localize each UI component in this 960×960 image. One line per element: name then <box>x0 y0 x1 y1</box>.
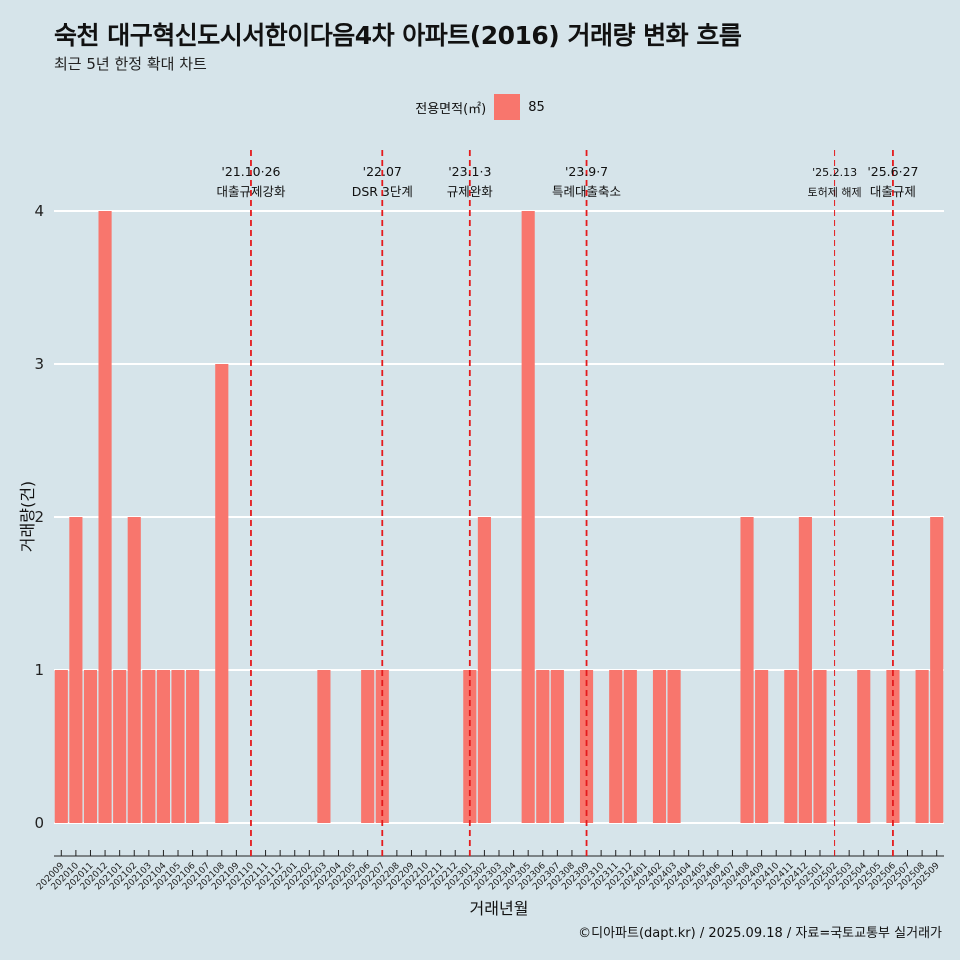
bar <box>156 670 170 823</box>
legend-swatch <box>494 94 521 120</box>
bar <box>361 670 375 823</box>
bar <box>579 670 594 823</box>
bar <box>740 517 754 823</box>
y-tick-label: 3 <box>34 355 44 373</box>
event-text-label: 대출규제강화 <box>216 184 286 199</box>
legend-item-label: 85 <box>528 99 545 115</box>
y-tick-label: 4 <box>34 202 44 220</box>
event-date-label: '22.07 <box>363 164 402 179</box>
bar <box>113 670 127 823</box>
event-date-label: '25.6·27 <box>867 164 918 179</box>
bar <box>857 670 871 823</box>
bar <box>142 670 156 823</box>
bar <box>609 670 623 823</box>
legend-title: 전용면적(㎡) <box>415 101 487 117</box>
bar <box>755 670 769 823</box>
bar <box>477 517 491 823</box>
bar <box>98 211 112 823</box>
y-tick-label: 2 <box>34 508 44 526</box>
bar <box>915 670 929 823</box>
bar <box>54 670 68 823</box>
bar <box>521 211 535 823</box>
event-text-label: DSR 3단계 <box>352 184 413 199</box>
event-date-label: '21.10·26 <box>221 164 280 179</box>
event-text-label: 특례대출축소 <box>552 184 621 199</box>
bar <box>886 670 900 823</box>
event-date-label: '23.1·3 <box>448 164 491 179</box>
bar <box>536 670 550 823</box>
bar <box>550 670 564 823</box>
event-text-label: 규제완화 <box>447 184 494 199</box>
bar <box>317 670 331 823</box>
bar <box>813 670 827 823</box>
bar <box>127 517 141 823</box>
bar <box>375 670 389 823</box>
event-date-label: '23.9·7 <box>565 164 608 179</box>
bar <box>623 670 637 823</box>
bar <box>667 670 681 823</box>
y-axis-title: 거래량(건) <box>18 481 37 552</box>
bar <box>798 517 812 823</box>
event-text-label: 대출규제 <box>870 184 916 199</box>
chart-subtitle: 최근 5년 한정 확대 차트 <box>54 55 207 73</box>
bar <box>186 670 200 823</box>
bar <box>784 670 798 823</box>
caption: ©디아파트(dapt.kr) / 2025.09.18 / 자료=국토교통부 실… <box>578 926 942 941</box>
bar <box>215 364 229 823</box>
bar <box>83 670 98 823</box>
bar <box>171 670 185 823</box>
y-tick-label: 1 <box>34 661 44 679</box>
bar <box>463 670 477 823</box>
y-tick-label: 0 <box>34 814 44 832</box>
event-text-label: 토허제 해제 <box>808 185 862 199</box>
event-date-label: '25.2.13 <box>812 166 857 179</box>
legend: 전용면적(㎡) 85 <box>0 94 960 120</box>
x-axis-title: 거래년월 <box>470 899 529 918</box>
bar <box>69 517 83 823</box>
bar <box>930 517 944 823</box>
chart-title: 숙천 대구혁신도시서한이다음4차 아파트(2016) 거래량 변화 흐름 <box>54 21 742 50</box>
bar <box>652 670 667 823</box>
